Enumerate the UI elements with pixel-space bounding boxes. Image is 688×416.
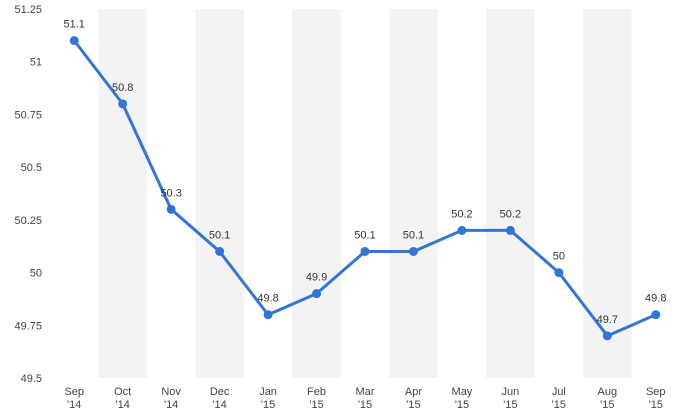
x-tick-label: Nov [161,386,181,398]
data-label: 50.3 [160,187,181,199]
data-label: 50.2 [451,208,472,220]
data-label: 50.1 [209,229,230,241]
data-point[interactable] [651,310,661,320]
x-tick-label: Aug [598,386,618,398]
grid-band [486,9,535,378]
x-tick-label: '15 [406,399,420,411]
y-tick-label: 51.25 [14,4,42,16]
data-label: 49.8 [257,293,278,305]
grid-band [98,9,147,378]
data-label: 50.1 [403,229,424,241]
x-tick-label: Apr [405,386,422,398]
x-tick-label: Mar [356,386,375,398]
y-tick-label: 51 [30,57,42,69]
x-tick-label: Sep [646,386,666,398]
x-tick-label: '15 [649,399,663,411]
x-tick-label: '15 [261,399,275,411]
x-tick-label: '15 [503,399,517,411]
x-tick-label: Jul [552,386,566,398]
data-label: 49.7 [597,314,618,326]
y-tick-label: 49.5 [21,373,42,385]
data-point[interactable] [457,225,467,235]
x-tick-label: Feb [307,386,326,398]
data-point[interactable] [360,246,370,256]
data-label: 50.8 [112,82,133,94]
x-tick-label: '14 [116,399,130,411]
grid-band [389,9,438,378]
data-label: 50.1 [354,229,375,241]
data-point[interactable] [602,331,612,341]
data-label: 50 [553,251,565,263]
y-tick-label: 50 [30,268,42,280]
data-label: 49.8 [645,293,666,305]
y-tick-label: 50.25 [14,215,42,227]
x-tick-label: May [452,386,473,398]
x-tick-label: '15 [358,399,372,411]
data-point[interactable] [505,225,515,235]
x-tick-label: Sep [64,386,84,398]
grid-band [292,9,341,378]
x-tick-label: Jan [259,386,277,398]
x-tick-label: '15 [455,399,469,411]
x-tick-label: Jun [502,386,520,398]
data-label: 50.2 [500,208,521,220]
y-tick-label: 49.75 [14,320,42,332]
data-label: 49.9 [306,272,327,284]
data-point[interactable] [215,246,225,256]
x-tick-label: '15 [600,399,614,411]
data-point[interactable] [69,36,79,46]
x-tick-label: Oct [114,386,131,398]
x-tick-label: '14 [67,399,81,411]
x-tick-label: '15 [309,399,323,411]
grid-band [195,9,244,378]
data-point[interactable] [408,246,418,256]
x-tick-label: Dec [210,386,230,398]
data-point[interactable] [312,289,322,299]
y-tick-label: 50.75 [14,109,42,121]
x-tick-label: '14 [164,399,178,411]
x-tick-label: '15 [552,399,566,411]
data-point[interactable] [118,99,128,109]
y-tick-label: 50.5 [21,162,42,174]
data-point[interactable] [166,204,176,214]
data-label: 51.1 [64,19,85,31]
data-point[interactable] [554,268,564,278]
x-tick-label: '14 [212,399,226,411]
data-point[interactable] [263,310,273,320]
